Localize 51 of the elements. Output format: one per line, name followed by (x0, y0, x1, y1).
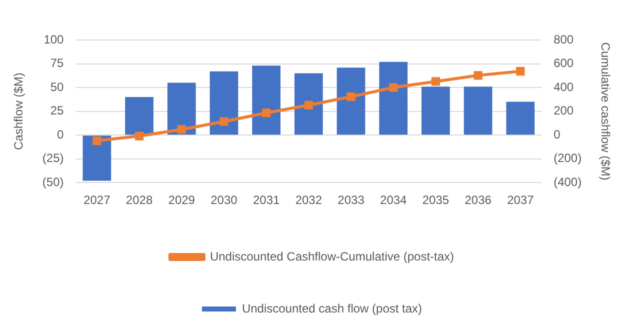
x-tick-label: 2032 (295, 193, 322, 208)
bar (294, 73, 323, 135)
x-tick-label: 2027 (84, 193, 111, 208)
bar (252, 66, 280, 135)
point (262, 108, 271, 118)
x-tick-label: 2036 (464, 193, 492, 208)
x-tick-label: 2029 (168, 193, 196, 208)
bar (464, 86, 492, 135)
point (346, 92, 356, 102)
bar (210, 71, 238, 135)
bar (506, 102, 535, 135)
y-tick-label: 50 (50, 80, 64, 94)
y2-tick-label: (200) (554, 151, 582, 166)
y2-tick-label: 0 (554, 127, 561, 142)
legend-label: Undiscounted cash flow (post tax) (242, 301, 422, 316)
y2-tick-label: 600 (554, 56, 574, 70)
x-tick-label: 2030 (210, 193, 238, 208)
y2-tick-label: 200 (554, 104, 574, 118)
bar (379, 62, 408, 135)
x-tick-label: 2031 (252, 193, 280, 208)
y2-tick-label: (400) (554, 174, 582, 189)
point (177, 125, 186, 134)
y-tick-label: 25 (50, 104, 64, 118)
y-tick-label: 100 (44, 32, 64, 46)
bar (167, 82, 196, 135)
y2-tick-label: 800 (554, 32, 574, 46)
y-tick-label: 0 (57, 127, 64, 142)
bar (336, 68, 366, 135)
y2-axis-title: Cumulative cashflow ($M) (598, 42, 612, 180)
y-tick-label: (25) (42, 151, 64, 166)
x-tick-label: 2033 (338, 193, 365, 208)
point (304, 100, 313, 110)
x-tick-label: 2028 (126, 193, 153, 208)
y-tick-label: (50) (42, 174, 64, 189)
y-tick-label: 75 (50, 56, 64, 70)
point (220, 117, 228, 126)
point (516, 66, 525, 76)
y2-tick-label: 400 (554, 80, 574, 94)
point (134, 132, 144, 140)
point (474, 71, 482, 80)
bar (82, 136, 112, 181)
legend-label: Undiscounted Cashflow-Cumulative (post-tax) (210, 249, 454, 264)
point (389, 83, 398, 92)
x-tick-label: 2035 (422, 193, 450, 208)
x-tick-label: 2037 (507, 193, 534, 208)
y-axis-title: Cashflow ($M) (12, 72, 26, 150)
bar (125, 97, 154, 135)
x-tick-label: 2034 (380, 193, 408, 208)
point (431, 77, 440, 86)
point (92, 136, 102, 146)
bar (422, 86, 450, 135)
